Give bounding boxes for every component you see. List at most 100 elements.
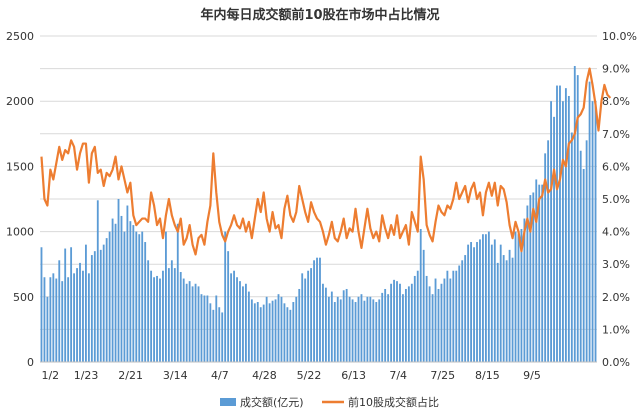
legend-swatch-bars <box>220 398 236 406</box>
left-tick-label: 500 <box>13 291 34 304</box>
bar <box>351 299 354 362</box>
bar <box>452 270 455 362</box>
bar <box>82 270 84 362</box>
bar <box>289 309 292 362</box>
bar <box>458 265 461 362</box>
series-line <box>40 67 612 256</box>
right-tick-label: 10.0% <box>602 30 637 43</box>
bar <box>200 294 203 362</box>
bar <box>209 303 212 362</box>
bar <box>493 239 496 362</box>
bar <box>96 200 99 362</box>
bar <box>108 231 111 362</box>
bar <box>529 195 532 362</box>
x-tick-label: 8/15 <box>475 369 500 382</box>
bar <box>366 296 369 362</box>
bar <box>212 309 215 362</box>
bar <box>58 260 61 362</box>
bar <box>316 257 318 362</box>
bar <box>484 234 487 362</box>
bar <box>502 255 505 362</box>
bar <box>413 275 416 362</box>
bar <box>224 231 227 362</box>
bar <box>135 231 138 362</box>
bar <box>416 270 419 362</box>
bar <box>52 273 55 362</box>
bar <box>277 294 280 362</box>
bar <box>147 260 150 362</box>
x-tick-label: 1/2 <box>41 369 59 382</box>
bar <box>511 257 514 362</box>
bar <box>425 275 428 362</box>
bar <box>339 299 342 362</box>
bar <box>153 277 155 362</box>
bar <box>576 75 579 363</box>
bar <box>402 294 404 362</box>
bar <box>464 255 467 362</box>
bar <box>85 244 87 362</box>
bar <box>283 303 286 362</box>
left-axis-ticks: 0 500 1000 1500 2000 2500 <box>6 30 34 369</box>
left-tick-label: 0 <box>27 356 34 369</box>
bar <box>520 228 523 362</box>
bar <box>333 302 336 362</box>
bar <box>508 249 511 362</box>
bar <box>111 218 114 362</box>
bar <box>579 150 582 362</box>
bar <box>43 277 46 362</box>
bar <box>443 278 446 362</box>
bar <box>470 242 472 362</box>
bar <box>194 283 197 362</box>
bar <box>532 192 535 362</box>
bar <box>114 223 117 362</box>
bar <box>218 307 221 362</box>
bar <box>301 273 304 362</box>
bar <box>582 169 585 362</box>
bar <box>268 303 271 362</box>
bar <box>399 283 401 362</box>
bar <box>360 294 363 362</box>
bar <box>221 312 224 362</box>
right-tick-label: 3.0% <box>602 258 630 271</box>
right-axis-ticks: 0.0% 1.0% 2.0% 3.0% 4.0% 5.0% 6.0% 7.0% 8.0% 9.0%… <box>602 30 637 369</box>
bar <box>165 231 167 362</box>
right-tick-label: 2.0% <box>602 291 630 304</box>
bar <box>499 244 502 362</box>
bar <box>239 281 241 362</box>
bar <box>123 231 126 362</box>
bar <box>307 270 310 362</box>
bar <box>156 275 158 362</box>
bar <box>49 277 52 362</box>
right-tick-label: 5.0% <box>602 193 630 206</box>
bar <box>230 273 233 362</box>
x-tick-label: 6/13 <box>341 369 366 382</box>
bar <box>594 101 597 362</box>
right-tick-label: 4.0% <box>602 226 630 239</box>
x-tick-label: 7/4 <box>389 369 407 382</box>
bar <box>384 288 387 362</box>
bar <box>313 260 315 362</box>
bar <box>233 270 235 362</box>
bar <box>250 299 253 362</box>
bar <box>573 65 576 363</box>
bar <box>567 95 570 362</box>
bar <box>197 286 200 362</box>
bar <box>55 278 58 362</box>
bar <box>182 278 185 362</box>
bar <box>102 244 105 362</box>
bar <box>541 184 544 362</box>
bar <box>185 283 188 362</box>
bar <box>46 296 49 362</box>
bar <box>570 132 573 362</box>
bar <box>550 101 552 362</box>
bar <box>407 286 410 362</box>
bar <box>375 302 378 362</box>
bar <box>327 296 330 362</box>
bar <box>138 234 141 362</box>
right-tick-label: 8.0% <box>602 95 630 108</box>
right-tick-label: 9.0% <box>602 63 630 76</box>
bar <box>591 101 594 362</box>
x-axis-ticks: 1/2 1/23 2/21 3/14 4/7 4/28 5/22 6/13 7/4 7/25 8/1… <box>41 369 540 382</box>
bar <box>393 279 395 362</box>
